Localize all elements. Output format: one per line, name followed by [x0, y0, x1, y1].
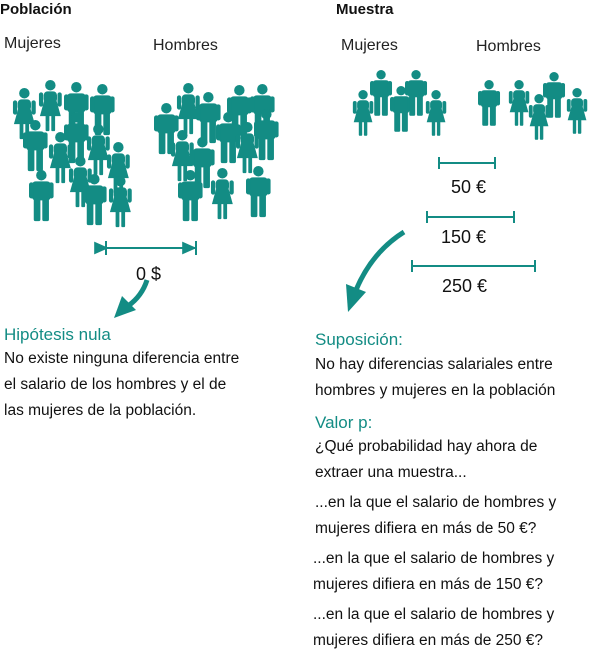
population-men-group: [154, 83, 279, 222]
woman-person-icon: [352, 90, 374, 136]
assumption-line: No hay diferencias salariales entre: [315, 356, 553, 373]
p-value-question-line: ¿Qué probabilidad hay ahora de: [315, 438, 538, 455]
p-value-option-line: mujeres difiera en más de 250 €?: [313, 632, 544, 649]
woman-person-icon: [566, 88, 588, 134]
population-difference-value: 0 $: [136, 264, 162, 284]
assumption-line: hombres y mujeres en la población: [315, 382, 556, 399]
woman-person-icon: [528, 94, 550, 140]
p-value-option-line: ...en la que el salario de hombres y: [315, 494, 557, 511]
woman-person-icon: [508, 80, 530, 126]
p-value-question: ¿Qué probabilidad hay ahora de extraer u…: [315, 434, 537, 486]
man-person-icon: [246, 166, 271, 218]
man-person-icon: [478, 80, 501, 126]
sample-men-label: Hombres: [476, 38, 541, 55]
p-value-heading: Valor p:: [315, 413, 373, 432]
null-hypothesis-text: No existe ninguna diferencia entre el sa…: [4, 346, 239, 424]
null-hypothesis-heading: Hipótesis nula: [4, 325, 111, 344]
p-value-option-line: ...en la que el salario de hombres y: [313, 550, 555, 567]
curved-arrow-icon: [114, 279, 150, 318]
population-women-group: [12, 80, 132, 228]
woman-person-icon: [38, 80, 62, 132]
p-value-option-50: ...en la que el salario de hombres y muj…: [315, 490, 556, 542]
p-value-option-line: mujeres difiera en más de 150 €?: [313, 576, 544, 593]
p-value-option-line: ...en la que el salario de hombres y: [313, 606, 555, 623]
assumption-text: No hay diferencias salariales entre homb…: [315, 352, 555, 404]
man-person-icon: [29, 170, 54, 222]
p-value-question-line: extraer una muestra...: [315, 464, 467, 481]
assumption-heading: Suposición:: [315, 330, 403, 349]
man-person-icon: [370, 70, 393, 116]
null-hypothesis-line: No existe ninguna diferencia entre: [4, 350, 240, 367]
sample-men-group: [478, 72, 588, 140]
curved-arrow-icon: [346, 229, 406, 312]
p-value-option-150: ...en la que el salario de hombres y muj…: [313, 546, 554, 598]
sample-measure-50-icon: [438, 157, 496, 169]
woman-person-icon: [210, 168, 234, 220]
sample-difference-250: 250 €: [442, 276, 488, 296]
sample-women-label: Mujeres: [341, 37, 398, 54]
null-hypothesis-line: las mujeres de la población.: [4, 402, 197, 419]
woman-person-icon: [425, 90, 447, 136]
population-men-label: Hombres: [153, 37, 218, 54]
p-value-option-250: ...en la que el salario de hombres y muj…: [313, 602, 554, 654]
sample-title: Muestra: [336, 1, 394, 18]
p-value-option-line: mujeres difiera en más de 50 €?: [315, 520, 537, 537]
sample-measure-250-icon: [411, 260, 536, 272]
sample-women-group: [352, 70, 447, 136]
sample-difference-150: 150 €: [441, 227, 487, 247]
population-title: Población: [0, 1, 72, 18]
null-hypothesis-line: el salario de los hombres y el de: [4, 376, 227, 393]
population-measure-icon: [94, 241, 197, 255]
woman-person-icon: [108, 176, 132, 228]
population-women-label: Mujeres: [4, 35, 61, 52]
sample-measure-150-icon: [426, 211, 515, 223]
sample-difference-50: 50 €: [451, 177, 487, 197]
